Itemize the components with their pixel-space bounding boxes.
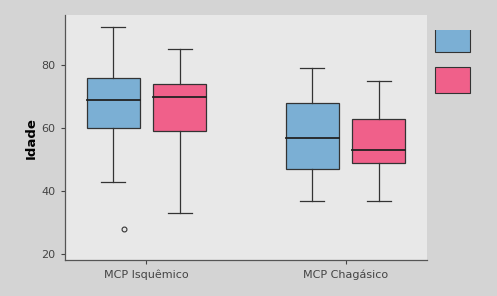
Bar xyxy=(435,67,470,92)
Bar xyxy=(87,78,140,128)
Bar xyxy=(352,119,405,163)
Bar xyxy=(435,26,470,52)
Bar xyxy=(153,84,206,131)
Bar xyxy=(286,103,339,169)
Y-axis label: Idade: Idade xyxy=(24,117,37,159)
